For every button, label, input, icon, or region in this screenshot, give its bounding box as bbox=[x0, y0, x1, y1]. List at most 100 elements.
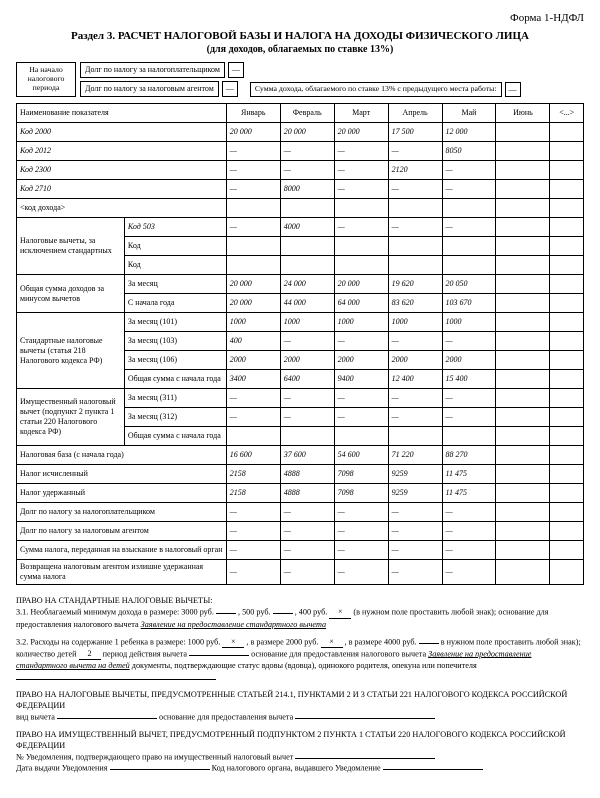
col-mar: Март bbox=[334, 104, 388, 123]
debt-agent-value: — bbox=[222, 81, 238, 97]
cell bbox=[550, 389, 584, 408]
cell: — bbox=[334, 218, 388, 237]
cell: 4888 bbox=[280, 484, 334, 503]
row-label: Код bbox=[124, 256, 226, 275]
cell: — bbox=[226, 408, 280, 427]
vyd-label: вид вычета bbox=[16, 712, 57, 721]
cell: 11 475 bbox=[442, 484, 496, 503]
cell: — bbox=[388, 560, 442, 585]
cell: — bbox=[388, 332, 442, 351]
cell bbox=[334, 427, 388, 446]
row-label: За месяц (106) bbox=[124, 351, 226, 370]
cell bbox=[442, 237, 496, 256]
row-label: Налог исчисленный bbox=[17, 465, 227, 484]
cell: — bbox=[388, 180, 442, 199]
cell: 15 400 bbox=[442, 370, 496, 389]
notice-date-label: Дата выдачи Уведомления bbox=[16, 763, 110, 772]
cell: 83 620 bbox=[388, 294, 442, 313]
row-tax-to-authority: Сумма налога, переданная на взыскание в … bbox=[17, 541, 584, 560]
cell: 2000 bbox=[334, 351, 388, 370]
cell: — bbox=[442, 332, 496, 351]
cell: — bbox=[388, 503, 442, 522]
cell: — bbox=[334, 161, 388, 180]
row-label: Долг по налогу за налогоплательщиком bbox=[17, 503, 227, 522]
cell: — bbox=[388, 522, 442, 541]
cell bbox=[550, 199, 584, 218]
cell bbox=[550, 503, 584, 522]
blank-auth-code bbox=[383, 762, 483, 770]
cell: 12 400 bbox=[388, 370, 442, 389]
cell bbox=[550, 465, 584, 484]
cell: 64 000 bbox=[334, 294, 388, 313]
row-label: С начала года bbox=[124, 294, 226, 313]
prev-income-block: Сумма дохода, облагаемого по ставке 13% … bbox=[250, 62, 521, 97]
cell: 24 000 bbox=[280, 275, 334, 294]
cell: — bbox=[334, 522, 388, 541]
row-total-per-month: Общая сумма доходов за минусом вычетов З… bbox=[17, 275, 584, 294]
cell: 19 620 bbox=[388, 275, 442, 294]
cell: — bbox=[280, 408, 334, 427]
row-debt-payer: Долг по налогу за налогоплательщиком — —… bbox=[17, 503, 584, 522]
cell: — bbox=[280, 142, 334, 161]
total-minus-group: Общая сумма доходов за минусом вычетов bbox=[17, 275, 125, 313]
cell: 20 000 bbox=[334, 275, 388, 294]
prev-income-label: Сумма дохода, облагаемого по ставке 13% … bbox=[250, 82, 502, 97]
cell: 9259 bbox=[388, 465, 442, 484]
period-box: На начало налогового периода bbox=[16, 62, 76, 97]
footer-block: ПРАВО НА СТАНДАРТНЫЕ НАЛОГОВЫЕ ВЫЧЕТЫ: 3… bbox=[16, 595, 584, 774]
cell bbox=[280, 199, 334, 218]
row-tax-base: Налоговая база (с начала года) 16 600 37… bbox=[17, 446, 584, 465]
header-row: На начало налогового периода Долг по нал… bbox=[16, 62, 584, 97]
row-label: Код 2012 bbox=[17, 142, 227, 161]
cell: 20 000 bbox=[280, 123, 334, 142]
cell bbox=[496, 180, 550, 199]
cell: 4000 bbox=[280, 218, 334, 237]
row-label: Общая сумма с начала года bbox=[124, 370, 226, 389]
col-jan: Январь bbox=[226, 104, 280, 123]
blank-vyd bbox=[57, 711, 157, 719]
cell bbox=[280, 237, 334, 256]
row-debt-agent: Долг по налогу за налоговым агентом — — … bbox=[17, 522, 584, 541]
row-label: Возвращена налоговым агентом излишне уде… bbox=[17, 560, 227, 585]
cell bbox=[550, 180, 584, 199]
cell: 71 220 bbox=[388, 446, 442, 465]
blank-period bbox=[189, 648, 249, 656]
cell: 8000 bbox=[280, 180, 334, 199]
cell: 37 600 bbox=[280, 446, 334, 465]
cell bbox=[442, 256, 496, 275]
section-title: Раздел 3. РАСЧЕТ НАЛОГОВОЙ БАЗЫ И НАЛОГА… bbox=[16, 30, 584, 44]
cell: — bbox=[334, 408, 388, 427]
cell: — bbox=[226, 389, 280, 408]
col-feb: Февраль bbox=[280, 104, 334, 123]
row-label: Сумма налога, переданная на взыскание в … bbox=[17, 541, 227, 560]
cell: 1000 bbox=[226, 313, 280, 332]
cell: — bbox=[334, 389, 388, 408]
row-code-2012: Код 2012 — — — — 8050 bbox=[17, 142, 584, 161]
cell bbox=[496, 427, 550, 446]
row-label: За месяц (101) bbox=[124, 313, 226, 332]
cell bbox=[334, 256, 388, 275]
cell bbox=[550, 351, 584, 370]
cell bbox=[550, 427, 584, 446]
row-label: Код 2300 bbox=[17, 161, 227, 180]
row-code-2300: Код 2300 — — — 2120 — bbox=[17, 161, 584, 180]
cell: 2158 bbox=[226, 465, 280, 484]
cell bbox=[496, 446, 550, 465]
cell bbox=[550, 294, 584, 313]
mark-1000: × bbox=[222, 636, 244, 648]
osn-label: основание для предоставления вычета bbox=[159, 712, 295, 721]
cell: 16 600 bbox=[226, 446, 280, 465]
debt-payer-label: Долг по налогу за налогоплательщиком bbox=[80, 62, 225, 78]
row-label: <код дохода> bbox=[17, 199, 227, 218]
cell bbox=[550, 313, 584, 332]
row-deduct-503: Налоговые вычеты, за исключением стандар… bbox=[17, 218, 584, 237]
cell bbox=[334, 199, 388, 218]
col-may: Май bbox=[442, 104, 496, 123]
cell bbox=[496, 199, 550, 218]
cell bbox=[226, 427, 280, 446]
cell: 20 000 bbox=[226, 275, 280, 294]
cell bbox=[496, 332, 550, 351]
cell: — bbox=[334, 180, 388, 199]
p31-text-a: 3.1. Необлагаемый минимум дохода в разме… bbox=[16, 607, 216, 616]
cell bbox=[496, 408, 550, 427]
